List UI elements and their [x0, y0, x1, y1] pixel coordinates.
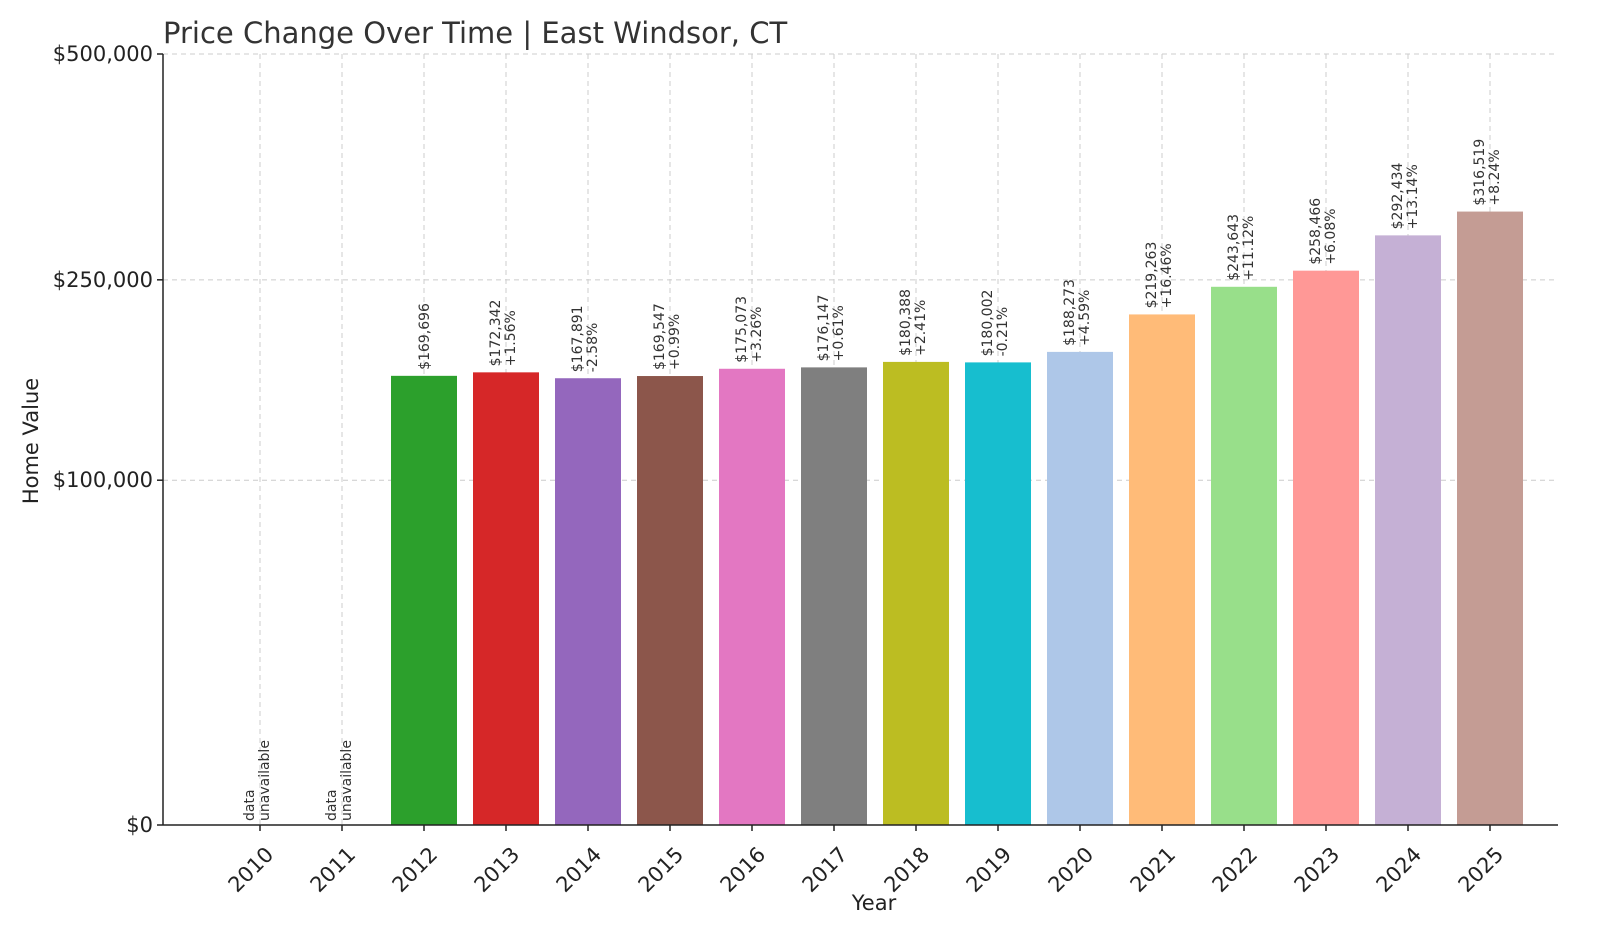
y-axis-ticks: $0 $100,000 $250,000 $500,000 [53, 42, 163, 837]
bar-change-label: +6.08% [1323, 208, 1339, 264]
bar-2016 [719, 368, 785, 825]
bar-2023 [1293, 270, 1359, 826]
x-tick-label: 2015 [634, 842, 689, 897]
bar-value-label: $169,547 [652, 303, 668, 370]
bar-value-label: $180,002 [980, 290, 996, 357]
x-tick-label: 2012 [388, 842, 443, 897]
x-axis-label: Year [851, 891, 897, 915]
bar-2024 [1375, 235, 1441, 825]
bar-value-label: $258,466 [1308, 198, 1324, 265]
bar-2014 [555, 378, 621, 825]
bar-change-label: +13.14% [1405, 164, 1421, 229]
bars [391, 211, 1523, 826]
x-tick-label: 2018 [880, 842, 935, 897]
bar-value-label: $292,434 [1390, 162, 1406, 229]
bar-2019 [965, 362, 1031, 825]
bar-change-label: +8.24% [1487, 149, 1503, 205]
bar-change-label: +0.99% [667, 314, 683, 370]
bar-value-label: $180,388 [898, 289, 914, 356]
y-tick-label: $100,000 [53, 468, 153, 492]
data-unavailable-label: unavailable [257, 740, 273, 821]
x-tick-label: 2022 [1208, 842, 1263, 897]
bar-change-label: +3.26% [749, 307, 765, 363]
bar-value-label: $219,263 [1144, 242, 1160, 309]
data-unavailable-label: data [324, 789, 340, 821]
x-tick-label: 2025 [1454, 842, 1509, 897]
bar-value-label: $188,273 [1062, 279, 1078, 346]
x-tick-label: 2017 [798, 842, 853, 897]
data-unavailable-label: unavailable [339, 740, 355, 821]
y-tick-label: $0 [126, 813, 153, 837]
x-tick-label: 2011 [306, 842, 361, 897]
bar-2013 [473, 372, 539, 825]
x-tick-label: 2021 [1126, 842, 1181, 897]
y-axis-label: Home Value [19, 378, 43, 504]
bar-value-label: $167,891 [570, 305, 586, 372]
bar-value-label: $175,073 [734, 296, 750, 363]
data-unavailable-label: data [242, 789, 258, 821]
bar-value-label: $172,342 [488, 300, 504, 367]
bar-value-label: $316,519 [1472, 139, 1488, 206]
y-tick-label: $250,000 [53, 268, 153, 292]
bar-change-label: +4.59% [1077, 290, 1093, 346]
x-tick-label: 2024 [1372, 842, 1427, 897]
bar-change-label: -0.21% [995, 307, 1011, 357]
x-tick-label: 2010 [224, 842, 279, 897]
bar-value-label: $243,643 [1226, 214, 1242, 281]
bar-change-label: +11.12% [1241, 216, 1257, 281]
x-tick-label: 2023 [1290, 842, 1345, 897]
bar-2012 [391, 375, 457, 825]
chart-title: Price Change Over Time | East Windsor, C… [163, 16, 787, 50]
bar-change-label: +2.41% [913, 300, 929, 356]
bar-value-label: $176,147 [816, 295, 832, 362]
bar-value-label: $169,696 [417, 303, 433, 370]
x-axis-ticks: 2010 2011 2012 2013 2014 2015 2016 2017 2018 2019… [224, 825, 1509, 897]
x-tick-label: 2019 [962, 842, 1017, 897]
bar-change-label: +16.46% [1159, 243, 1175, 308]
bar-change-label: -2.58% [585, 323, 601, 373]
bar-2017 [801, 367, 867, 825]
bar-2015 [637, 376, 703, 825]
bar-change-label: +1.56% [503, 310, 519, 366]
bar-change-label: +0.61% [831, 305, 847, 361]
x-tick-label: 2013 [470, 842, 525, 897]
bar-2022 [1211, 286, 1277, 825]
y-tick-label: $500,000 [53, 42, 153, 66]
x-tick-label: 2016 [716, 842, 771, 897]
bar-labels: data unavailable data unavailable$169,696 $1… [242, 139, 1503, 821]
bar-2018 [883, 361, 949, 825]
bar-2021 [1129, 314, 1195, 825]
bar-2020 [1047, 351, 1113, 825]
bar-2025 [1457, 211, 1523, 826]
x-tick-label: 2020 [1044, 842, 1099, 897]
x-tick-label: 2014 [552, 842, 607, 897]
